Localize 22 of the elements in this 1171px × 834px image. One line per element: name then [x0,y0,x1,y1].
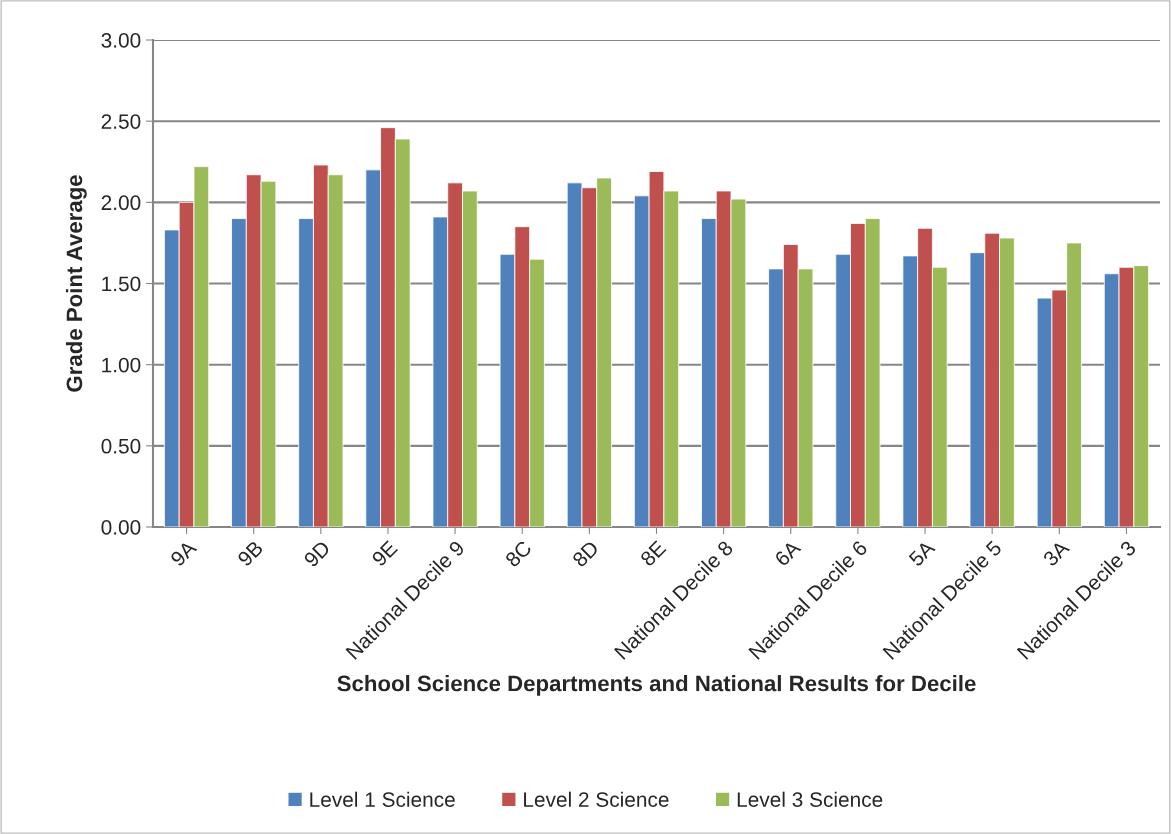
x-tick-label: 9E [371,539,399,567]
y-tick-label: 3.00 [101,33,141,48]
x-tick-label: 8E [639,539,667,567]
x-axis-title: School Science Departments and National Results for Decile [337,675,976,696]
y-tick-label: 2.00 [101,195,141,211]
x-tick-label: 9A [169,539,198,567]
x-tick-label: 9D [303,539,331,568]
legend-label: Level 3 Science [737,791,883,807]
x-tick-label: 3A [1042,539,1071,568]
y-tick-label: 0.00 [101,520,141,535]
legend-label: Level 2 Science [524,791,669,807]
y-tick-label: 2.50 [101,114,141,129]
y-axis-title: Grade Point Average [65,175,87,392]
y-tick-label: 0.50 [101,438,141,454]
x-tick-label: 8C [504,539,533,568]
x-tick-label: 5A [908,539,936,568]
legend-label: Level 1 Science [310,791,455,807]
x-tick-label: 6A [773,539,802,567]
y-tick-label: 1.00 [102,357,141,373]
x-tick-label: 8D [571,539,600,568]
y-tick-label: 1.50 [102,276,141,292]
x-tick-label: 9B [236,539,264,567]
